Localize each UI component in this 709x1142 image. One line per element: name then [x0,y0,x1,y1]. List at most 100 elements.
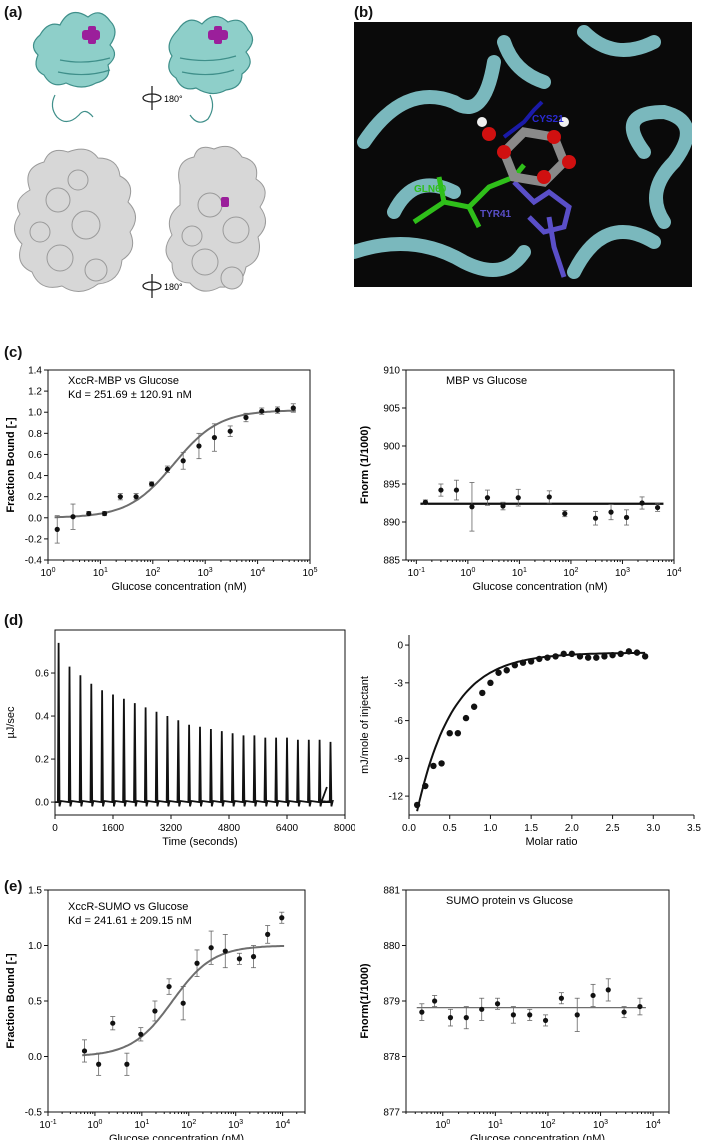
panel-label-b: (b) [354,4,374,21]
x-tick-label: 104 [666,567,681,579]
x-axis-label: Glucose concentration (nM) [111,581,246,593]
data-point [519,659,527,666]
y-tick-label: 1.4 [28,366,42,377]
data-point [419,1009,425,1015]
y-tick-label: 0.8 [28,429,42,440]
data-point [511,662,519,669]
y-tick-label: 895 [383,480,400,491]
data-point [430,762,437,770]
data-point [152,1008,158,1014]
y-tick-label: 878 [383,1052,400,1063]
protein-surface-front [14,148,136,292]
data-point [503,667,510,674]
x-tick-label: 0 [52,823,58,834]
chart-e-right-mst-sumo: 100 101 102 103 104 877 878 879 880 881 Glucose co… [359,886,670,1140]
chart-annotation: Kd = 241.61 ± 209.15 nM [68,915,192,927]
plot-frame [47,369,311,561]
y-tick-label: 1.0 [28,408,42,419]
data-point [279,915,285,921]
x-tick-label: 1.5 [524,823,538,834]
panel-label-d: (d) [4,612,24,629]
data-point [479,689,486,697]
data-point [259,408,265,414]
residue-tyr41 [512,180,572,278]
rotation-arrow-icon [142,86,162,110]
data-point [227,428,233,434]
y-tick-label: 0.0 [35,798,49,809]
data-point [454,729,462,737]
y-tick-label: -6 [394,716,403,727]
y-tick-label: 880 [383,941,400,952]
x-tick-label: 104 [250,567,265,579]
y-tick-label: 0.2 [28,492,42,503]
x-axis-label: Glucose concentration (nM) [109,1133,244,1140]
data-point [500,503,506,509]
data-point [446,729,453,737]
y-tick-label: 0.6 [35,669,49,680]
y-tick-label: 900 [383,442,400,453]
x-tick-label: 104 [646,1119,661,1131]
x-tick-label: 6400 [276,823,299,834]
data-point [510,1012,516,1018]
thermogram-trace [54,642,334,807]
data-point [166,983,172,990]
y-axis-label: Fraction Bound [-] [5,417,17,513]
data-point [463,1015,469,1021]
y-tick-label: 877 [383,1108,400,1119]
y-tick-label: 0.5 [28,997,42,1008]
y-tick-label: 910 [383,366,400,377]
data-point [552,653,559,660]
chart-d-left-itc-thermogram: 0 1600 3200 4800 6400 8000 0.0 0.2 0.4 0.6 Time (s… [5,629,355,848]
helix-ribbons [354,25,692,279]
data-point [593,654,600,661]
data-point [560,650,567,658]
data-point [194,960,200,966]
chart-annotation: SUMO protein vs Glucose [446,895,573,907]
y-axis-label: Fnorm(1/1000) [359,963,371,1039]
residue-label-tyr41: TYR41 [480,209,512,220]
x-tick-label: 2.5 [606,823,620,834]
x-tick-label: 102 [145,567,160,579]
data-point [469,504,475,510]
data-point [274,407,281,413]
x-tick-label: 2.0 [565,823,579,834]
x-tick-label: 3200 [160,823,183,834]
data-point [196,443,202,449]
x-tick-label: 102 [181,1119,196,1131]
x-tick-label: 101 [512,567,527,579]
x-tick-label: 0.5 [443,823,457,834]
y-tick-label: 879 [383,997,400,1008]
data-point [222,948,228,954]
chart-annotation: XccR-SUMO vs Glucose [68,901,188,913]
data-point [608,509,614,515]
x-tick-label: 3.0 [646,823,660,834]
data-point [438,760,445,767]
residue-cys21 [502,100,544,139]
chart-c-left-mst-xccr-mbp: 100 101 102 103 104 105 -0.4 -0.2 0.0 0.2 0.4 0.6 0.… [5,366,318,594]
data-point [495,669,502,676]
rotation-label-bottom: 180° [164,282,183,292]
data-point [86,510,92,517]
y-tick-label: 890 [383,518,400,529]
data-point [536,655,543,663]
data-point [236,956,243,962]
x-tick-label: 0.0 [402,823,416,834]
data-point [447,1015,454,1021]
data-point [633,649,641,656]
data-point [470,703,478,710]
ligand-front [82,26,100,44]
y-tick-label: 0.2 [35,755,49,766]
y-tick-label: 1.5 [28,886,42,897]
x-tick-label: 10-1 [39,1119,56,1131]
data-point [70,514,76,520]
data-point [96,1061,102,1067]
protein-ribbon-front [32,11,116,123]
y-tick-label: 1.2 [28,387,42,398]
data-point [243,414,249,421]
fit-curve [54,409,296,519]
data-point [590,992,596,999]
plot-frame [405,889,670,1113]
data-point [290,405,296,411]
protein-ribbon-back [168,15,254,123]
x-tick-label: 100 [460,567,475,579]
